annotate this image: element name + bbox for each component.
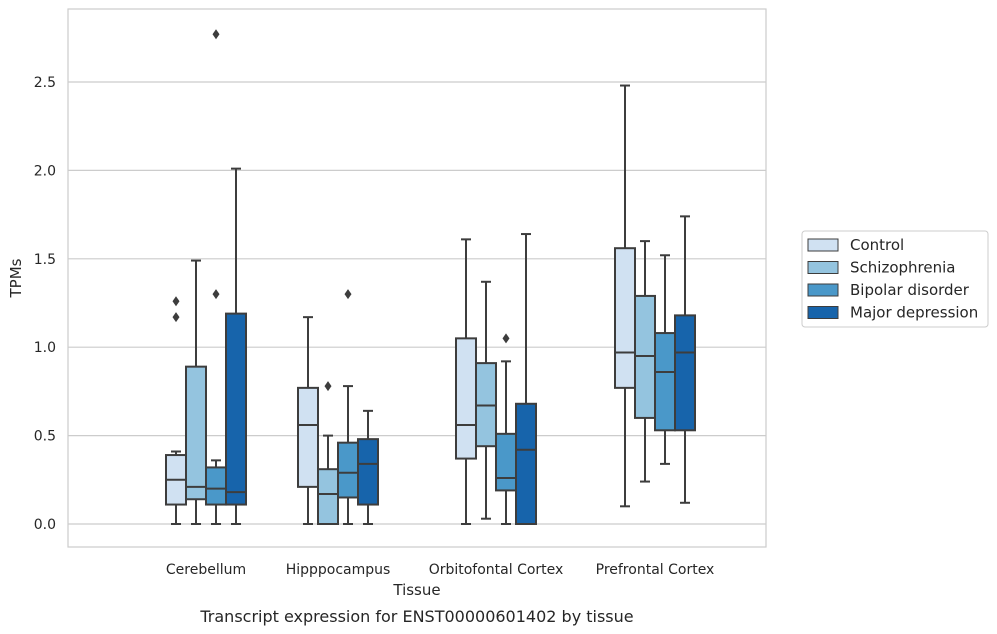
- outlier-point: [502, 333, 510, 344]
- box: [317, 468, 339, 525]
- box: [674, 314, 696, 432]
- box: [495, 432, 517, 492]
- y-tick-label: 2.5: [34, 75, 56, 91]
- legend-swatch: [807, 306, 839, 319]
- box: [225, 312, 247, 506]
- legend-swatch: [807, 238, 839, 252]
- box-plot: [674, 215, 696, 504]
- outlier-point: [172, 296, 180, 307]
- outlier-point: [212, 29, 220, 40]
- box-plot: [515, 233, 537, 525]
- box-plot: [654, 254, 676, 465]
- box-plot: [614, 84, 636, 508]
- x-tick-labels: Cerebellum Hipppocampus Orbitofontal Corte…: [166, 562, 714, 578]
- legend-label: Bipolar disorder: [850, 281, 970, 299]
- box-plot: [205, 29, 227, 525]
- box: [205, 466, 227, 506]
- box: [654, 332, 676, 432]
- outlier-point: [212, 289, 220, 300]
- box-plot: [357, 409, 379, 525]
- box: [297, 386, 319, 488]
- legend-label: Schizophrenia: [850, 259, 955, 277]
- box-plots: [165, 29, 696, 525]
- y-tick-label: 1.5: [34, 252, 56, 268]
- box: [185, 365, 207, 501]
- x-tick-label: Hipppocampus: [286, 562, 391, 578]
- x-axis-label: Tissue: [392, 581, 440, 599]
- box-plot: [297, 316, 319, 525]
- y-tick-label: 0.5: [34, 429, 56, 445]
- box-plot: [165, 296, 187, 525]
- box-plot: [225, 167, 247, 525]
- y-tick-label: 2.0: [34, 163, 56, 179]
- box: [614, 247, 636, 389]
- legend-swatch: [807, 261, 839, 274]
- plot-frame: [67, 8, 767, 548]
- x-tick-label: Cerebellum: [166, 562, 246, 578]
- box: [337, 441, 359, 499]
- box: [515, 402, 537, 525]
- figure-caption: Transcript expression for ENST0000060140…: [199, 607, 633, 626]
- outlier-point: [324, 381, 332, 392]
- legend-frame: [801, 230, 989, 328]
- box: [357, 438, 379, 506]
- box-plot: [185, 259, 207, 525]
- legend-swatch: [807, 283, 839, 297]
- x-tick-label: Orbitofontal Cortex: [429, 562, 564, 578]
- x-tick-label: Prefrontal Cortex: [596, 562, 715, 578]
- y-tick-label: 1.0: [34, 340, 56, 356]
- outlier-point: [344, 289, 352, 300]
- grid-lines: [68, 81, 766, 525]
- box-plot: [455, 238, 477, 525]
- y-tick-labels: 0.0 0.5 1.0 1.5 2.0 2.5: [34, 75, 56, 533]
- box-plot: [475, 280, 497, 520]
- legend-label: Major depression: [850, 304, 978, 322]
- box: [455, 337, 477, 460]
- outlier-point: [172, 312, 180, 323]
- y-tick-label: 0.0: [34, 517, 56, 533]
- legend: Control Schizophrenia Bipolar disorder Majo…: [801, 230, 989, 328]
- legend-label: Control: [850, 236, 904, 254]
- y-axis-label: TPMs: [7, 258, 25, 298]
